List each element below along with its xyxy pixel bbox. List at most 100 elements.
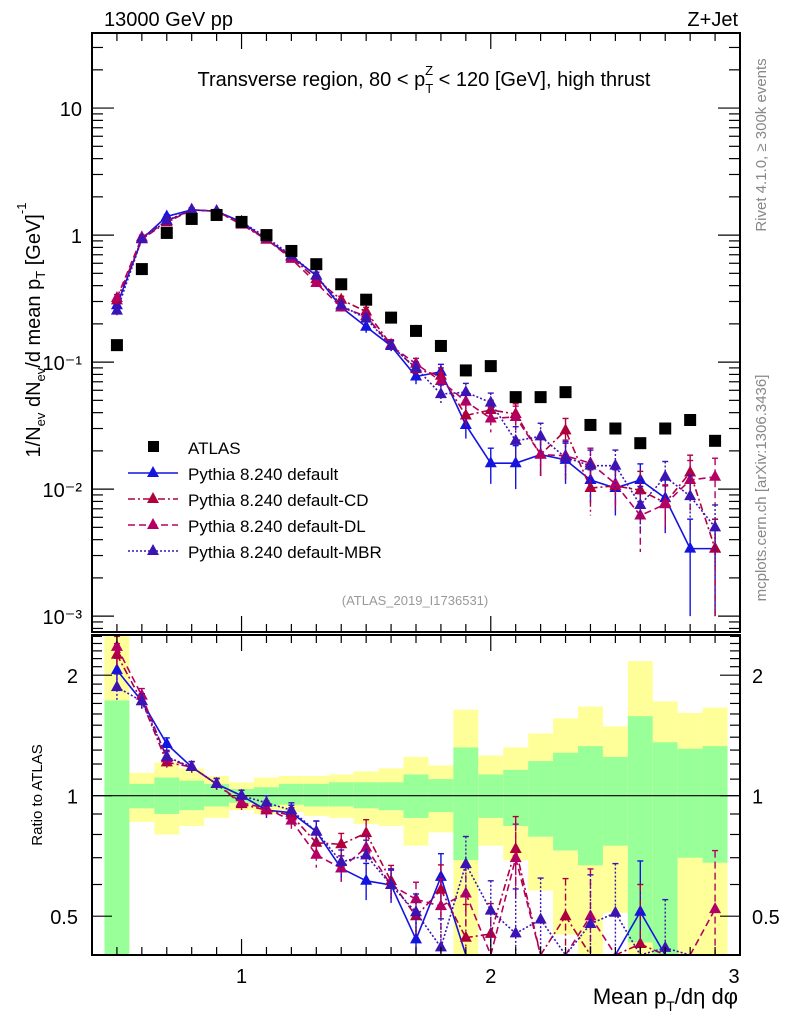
legend: ATLAS Pythia 8.240 default Pythia 8.240 de… (128, 439, 382, 562)
green-band-bin (602, 756, 628, 846)
ratio-point (335, 854, 348, 866)
green-band-bin (453, 747, 479, 861)
data-point (584, 458, 597, 470)
data-point (360, 319, 373, 331)
axis-ticks (92, 33, 741, 956)
green-band-bin (553, 752, 578, 851)
data-point (310, 268, 323, 280)
atlas-data-point (484, 360, 497, 373)
ratio-point (484, 926, 497, 938)
legend-item: Pythia 8.240 default-MBR (128, 543, 382, 562)
data-point (709, 469, 722, 481)
ratio-point (110, 639, 123, 651)
data-point (634, 508, 647, 520)
ratio-point (160, 737, 173, 749)
data-point (634, 497, 647, 509)
ratio-point (434, 899, 447, 911)
data-point (684, 541, 697, 553)
y-tick-label: 10⁻¹ (43, 353, 83, 375)
ratio-point (509, 851, 522, 863)
atlas-data-point (135, 263, 148, 276)
ratio-point (210, 777, 223, 789)
y-axis-label-main: 1/Nev dNev/d mean pT [GeV]-1 (14, 203, 48, 458)
data-point (385, 338, 398, 350)
data-point (684, 489, 697, 501)
ratio-y-tick-label-right: 0.5 (752, 907, 780, 929)
ratio-point (410, 892, 422, 904)
data-point (110, 303, 123, 315)
data-point (434, 373, 447, 385)
ratio-point (634, 937, 647, 949)
data-point (609, 458, 622, 470)
ratio-point (185, 760, 198, 772)
header-right-label: Z+Jet (687, 9, 738, 31)
data-point (684, 465, 697, 477)
atlas-data-point (684, 414, 697, 427)
atlas-data-point (434, 339, 447, 352)
atlas-data-point (235, 215, 248, 228)
data-point (659, 469, 672, 481)
y-tick-label: 10⁻³ (43, 607, 83, 629)
ratio-point (410, 932, 422, 944)
ratio-point (434, 940, 447, 952)
ratio-point (709, 902, 722, 914)
ratio-y-tick-label-right: 2 (752, 666, 763, 688)
data-point (110, 290, 123, 302)
legend-item: ATLAS (148, 439, 241, 458)
data-point (559, 450, 572, 462)
ratio-series-layer (110, 635, 722, 956)
ratio-point (310, 847, 323, 859)
ratio-point (235, 788, 248, 800)
data-point (659, 497, 672, 509)
ratio-point (260, 795, 273, 807)
atlas-data-point (534, 391, 547, 404)
ratio-point (285, 813, 298, 825)
ratio-point (260, 801, 273, 813)
green-band-bin (528, 761, 554, 837)
ratio-point (609, 905, 622, 917)
ratio-point (459, 886, 472, 898)
header-left-label: 13000 GeV pp (104, 9, 233, 31)
data-point (360, 311, 373, 323)
y-tick-label: 10⁻² (43, 480, 83, 502)
tick-labels: 10 1 10⁻¹ 10⁻² 10⁻³ 2 2 1 1 0.5 0.5 1 2 3 (43, 99, 780, 988)
ratio-y-tick-label: 1 (67, 787, 78, 809)
legend-marker-square (148, 441, 159, 452)
green-band-bin (677, 748, 703, 858)
atlas-data-point (385, 311, 398, 324)
ratio-y-tick-label: 0.5 (50, 907, 78, 929)
atlas-data-point (634, 437, 647, 450)
ratio-point (360, 848, 373, 860)
green-band-bin (328, 782, 354, 807)
atlas-data-point (185, 212, 198, 225)
ratio-point (459, 930, 472, 942)
green-band-bin (652, 742, 678, 955)
ratio-point (360, 873, 373, 885)
analysis-watermark: (ATLAS_2019_I1736531) (342, 593, 488, 608)
ratio-point (459, 857, 472, 869)
atlas-data-point (285, 244, 298, 257)
data-point (709, 541, 722, 553)
atlas-data-point (410, 324, 422, 337)
x-tick-label: 2 (485, 966, 496, 988)
ratio-point (110, 663, 123, 675)
atlas-data-point (584, 418, 597, 431)
ratio-y-tick-label: 2 (67, 666, 78, 688)
main-series-layer (110, 202, 722, 617)
atlas-data-point (260, 229, 273, 242)
ratio-point (509, 926, 522, 938)
rivet-label: Rivet 4.1.0, ≥ 300k events (753, 58, 770, 231)
data-point (160, 213, 173, 225)
data-point (709, 520, 722, 532)
ratio-series-pythia-8-240-default-mbr (110, 673, 691, 956)
ratio-point (584, 916, 597, 928)
ratio-point (110, 680, 123, 692)
ratio-point (285, 803, 298, 815)
legend-marker-triangle (147, 544, 159, 555)
atlas-data-point (659, 422, 672, 435)
data-point (185, 202, 198, 214)
y-tick-label: 10 (60, 99, 82, 121)
ratio-point (584, 909, 597, 921)
data-point (509, 456, 522, 468)
green-band-bin (278, 783, 304, 805)
